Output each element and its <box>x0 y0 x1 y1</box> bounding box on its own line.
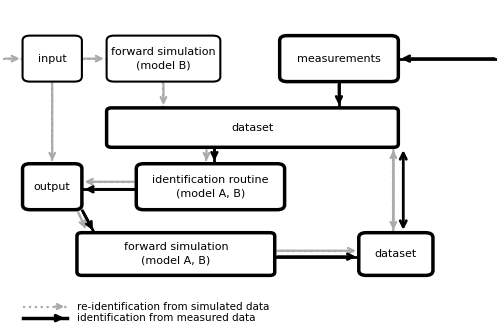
FancyBboxPatch shape <box>136 164 284 210</box>
FancyBboxPatch shape <box>22 164 82 210</box>
Text: forward simulation
(model B): forward simulation (model B) <box>111 47 216 70</box>
FancyBboxPatch shape <box>359 233 433 276</box>
Text: input: input <box>38 54 66 63</box>
FancyBboxPatch shape <box>22 36 82 81</box>
Text: re-identification from simulated data: re-identification from simulated data <box>77 302 270 312</box>
FancyBboxPatch shape <box>106 36 220 81</box>
Text: identification from measured data: identification from measured data <box>77 313 256 323</box>
Text: forward simulation
(model A, B): forward simulation (model A, B) <box>124 242 228 266</box>
Text: dataset: dataset <box>374 249 417 259</box>
Text: output: output <box>34 182 70 192</box>
Text: measurements: measurements <box>297 54 381 63</box>
FancyBboxPatch shape <box>106 108 399 147</box>
FancyBboxPatch shape <box>77 233 274 276</box>
Text: identification routine
(model A, B): identification routine (model A, B) <box>152 175 268 198</box>
FancyBboxPatch shape <box>280 36 398 81</box>
Text: dataset: dataset <box>232 123 274 133</box>
